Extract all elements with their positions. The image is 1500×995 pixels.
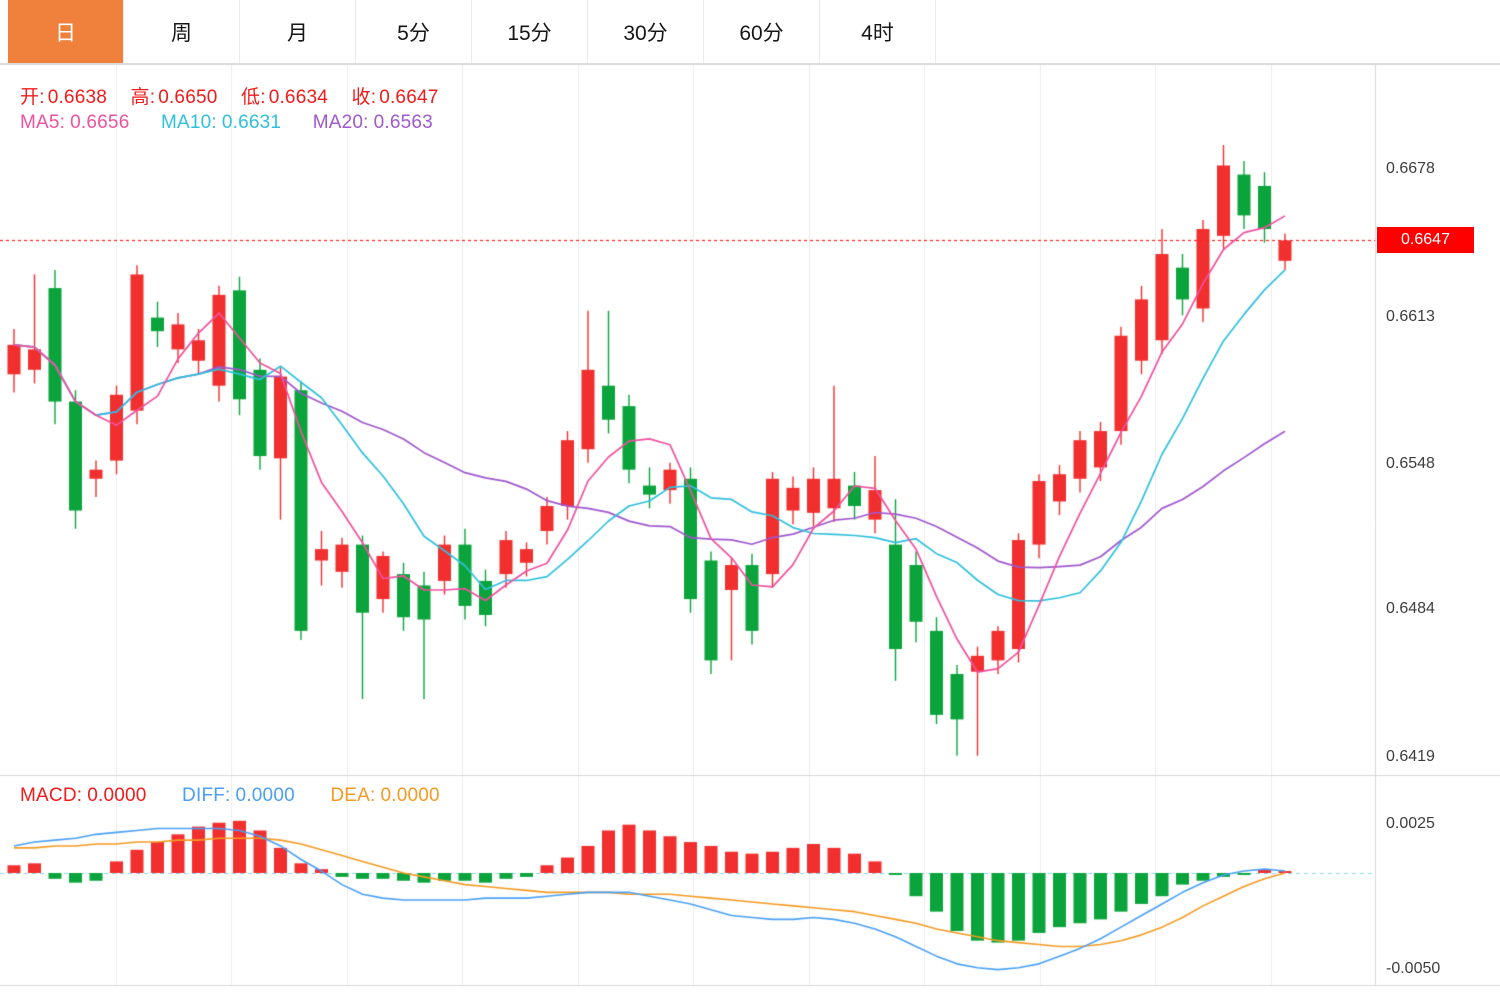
low-value: 低: 0.6634 [241, 87, 329, 108]
ma5-value: MA5: 0.6656 [20, 112, 130, 133]
tab-day[interactable]: 日 [8, 0, 124, 63]
price-axis-tick: 0.6678 [1386, 160, 1435, 178]
dea-value: DEA: 0.0000 [330, 785, 440, 806]
tab-5min[interactable]: 5分 [356, 0, 472, 63]
ma20-value: MA20: 0.6563 [312, 112, 433, 133]
tab-4hour[interactable]: 4时 [820, 0, 936, 63]
macd-value: MACD: 0.0000 [20, 785, 147, 806]
open-value: 开: 0.6638 [20, 87, 108, 108]
ohlc-legend: 开: 0.6638 高: 0.6650 低: 0.6634 收: 0.6647 [20, 82, 457, 109]
timeframe-tabbar: 日 周 月 5分 15分 30分 60分 4时 [0, 0, 1500, 64]
price-axis-tick: 0.6613 [1386, 307, 1435, 325]
macd-axis-tick: -0.0050 [1386, 959, 1441, 977]
tab-15min[interactable]: 15分 [472, 0, 588, 63]
macd-legend: MACD: 0.0000 DIFF: 0.0000 DEA: 0.0000 [20, 785, 440, 807]
price-axis-tick: 0.6419 [1386, 748, 1435, 765]
ma10-value: MA10: 0.6631 [160, 112, 282, 133]
tab-60min[interactable]: 60分 [704, 0, 820, 63]
tab-week[interactable]: 周 [124, 0, 240, 63]
tab-30min[interactable]: 30分 [588, 0, 704, 63]
high-value: 高: 0.6650 [130, 87, 218, 108]
current-price-badge: 0.6647 [1377, 227, 1474, 254]
close-value: 收: 0.6647 [351, 87, 439, 108]
tab-month[interactable]: 月 [240, 0, 356, 63]
macd-axis-tick: 0.0025 [1386, 814, 1435, 832]
diff-value: DIFF: 0.0000 [182, 785, 295, 806]
price-axis-tick: 0.6548 [1386, 455, 1435, 473]
ma-legend: MA5: 0.6656 MA10: 0.6631 MA20: 0.6563 [20, 112, 433, 134]
price-axis-tick: 0.6484 [1386, 600, 1435, 618]
